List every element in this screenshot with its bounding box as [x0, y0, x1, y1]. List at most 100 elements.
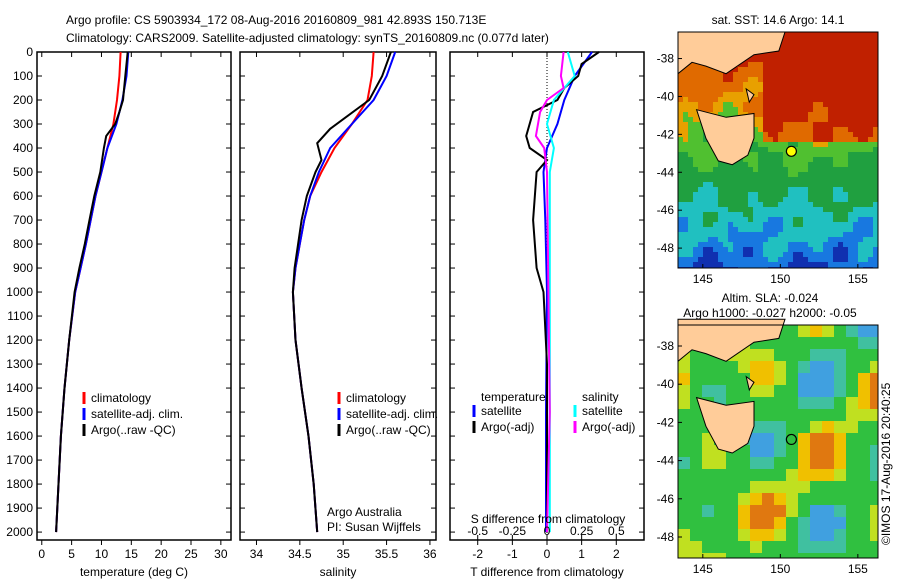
heatmap-cell — [873, 187, 878, 192]
heatmap-cell — [843, 172, 848, 177]
heatmap-cell — [873, 102, 878, 107]
heatmap-cell — [863, 67, 868, 72]
heatmap-cell — [833, 232, 838, 237]
heatmap-cell — [838, 252, 843, 257]
heatmap-cell — [834, 505, 846, 517]
heatmap-cell — [858, 361, 870, 373]
heatmap-cell — [733, 82, 738, 87]
heatmap-cell — [763, 262, 768, 267]
heatmap-cell — [858, 349, 870, 361]
heatmap-cell — [803, 97, 808, 102]
heatmap-cell — [726, 493, 738, 505]
legend-label: Argo(-adj) — [481, 420, 534, 434]
heatmap-cell — [753, 202, 758, 207]
heatmap-cell — [828, 202, 833, 207]
heatmap-cell — [703, 142, 708, 147]
heatmap-cell — [698, 182, 703, 187]
heatmap-cell — [848, 252, 853, 257]
heatmap-cell — [713, 72, 718, 77]
heatmap-cell — [848, 162, 853, 167]
x-tick-label: 36 — [423, 547, 437, 561]
heatmap-cell — [798, 421, 810, 433]
heatmap-cell — [838, 237, 843, 242]
heatmap-cell — [703, 92, 708, 97]
lon-tick-label: 150 — [770, 562, 790, 576]
lon-tick-label: 145 — [693, 272, 713, 286]
heatmap-cell — [853, 182, 858, 187]
heatmap-cell — [678, 232, 683, 237]
heatmap-cell — [848, 82, 853, 87]
heatmap-cell — [863, 117, 868, 122]
heatmap-cell — [858, 242, 863, 247]
heatmap-cell — [714, 541, 726, 553]
heatmap-cell — [870, 433, 878, 445]
heatmap-cell — [870, 457, 878, 469]
legend-label: satellite — [582, 404, 623, 418]
x-tick-label: 30 — [214, 547, 228, 561]
heatmap-cell — [793, 77, 798, 82]
heatmap-cell — [683, 207, 688, 212]
heatmap-cell — [758, 92, 763, 97]
heatmap-cell — [853, 202, 858, 207]
heatmap-cell — [783, 232, 788, 237]
heatmap-cell — [693, 117, 698, 122]
heatmap-cell — [738, 97, 743, 102]
heatmap-cell — [733, 257, 738, 262]
heatmap-cell — [698, 227, 703, 232]
heatmap-cell — [793, 222, 798, 227]
heatmap-cell — [728, 262, 733, 267]
heatmap-cell — [748, 187, 753, 192]
heatmap-cell — [783, 262, 788, 267]
title-line1: Argo profile: CS 5903934_172 08-Aug-2016… — [66, 13, 486, 27]
heatmap-cell — [813, 252, 818, 257]
heatmap-cell — [773, 77, 778, 82]
heatmap-cell — [846, 505, 858, 517]
heatmap-cell — [703, 107, 708, 112]
heatmap-cell — [823, 122, 828, 127]
heatmap-cell — [708, 202, 713, 207]
heatmap-cell — [863, 107, 868, 112]
heatmap-cell — [808, 192, 813, 197]
heatmap-cell — [853, 57, 858, 62]
heatmap-cell — [823, 107, 828, 112]
heatmap-cell — [838, 97, 843, 102]
s-tick-label: 0 — [544, 524, 551, 538]
heatmap-cell — [690, 553, 702, 558]
heatmap-cell — [848, 37, 853, 42]
heatmap-cell — [848, 142, 853, 147]
heatmap-cell — [798, 147, 803, 152]
heatmap-cell — [778, 52, 783, 57]
map-title: Altim. SLA: -0.024 — [722, 291, 819, 305]
heatmap-cell — [678, 187, 683, 192]
heatmap-cell — [738, 102, 743, 107]
heatmap-cell — [693, 72, 698, 77]
heatmap-cell — [758, 117, 763, 122]
heatmap-cell — [798, 132, 803, 137]
heatmap-cell — [698, 87, 703, 92]
heatmap-cell — [738, 252, 743, 257]
heatmap-cell — [818, 152, 823, 157]
heatmap-cell — [743, 67, 748, 72]
heatmap-cell — [813, 167, 818, 172]
heatmap-cell — [762, 361, 774, 373]
heatmap-cell — [728, 177, 733, 182]
heatmap-cell — [693, 92, 698, 97]
heatmap-cell — [743, 217, 748, 222]
heatmap-cell — [798, 127, 803, 132]
heatmap-cell — [778, 252, 783, 257]
heatmap-cell — [690, 385, 702, 397]
heatmap-cell — [838, 167, 843, 172]
heatmap-cell — [763, 142, 768, 147]
heatmap-cell — [843, 157, 848, 162]
heatmap-cell — [823, 162, 828, 167]
heatmap-cell — [788, 67, 793, 72]
heatmap-cell — [833, 152, 838, 157]
lat-tick-label: -42 — [657, 127, 675, 141]
heatmap-cell — [834, 433, 846, 445]
heatmap-cell — [678, 247, 683, 252]
heatmap-cell — [808, 72, 813, 77]
heatmap-cell — [818, 197, 823, 202]
heatmap-cell — [688, 147, 693, 152]
heatmap-cell — [843, 137, 848, 142]
heatmap-cell — [813, 247, 818, 252]
